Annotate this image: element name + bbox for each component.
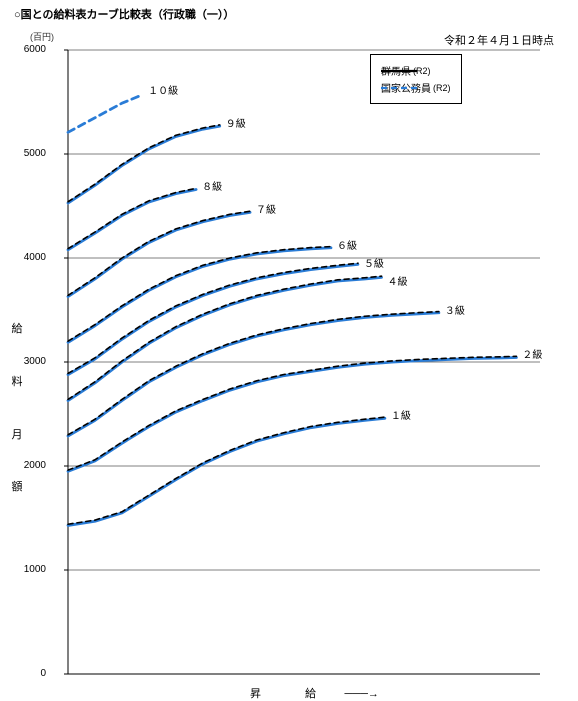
- series-label: ４級: [388, 273, 408, 288]
- series-label: １０級: [148, 82, 178, 97]
- y-tick-label: 0: [18, 668, 46, 679]
- chart-title: ○国との給料表カーブ比較表（行政職（一））: [14, 6, 234, 22]
- series-label: ２級: [522, 346, 542, 361]
- unit-label: (百円): [30, 30, 54, 43]
- series-label: ９級: [226, 115, 246, 130]
- y-tick-label: 5000: [18, 148, 46, 159]
- x-axis-arrow: ───→: [345, 688, 379, 700]
- y-tick-label: 4000: [18, 252, 46, 263]
- series-label: ６級: [337, 237, 357, 252]
- y-tick-label: 1000: [18, 564, 46, 575]
- y-tick-label: 6000: [18, 44, 46, 55]
- chart-area: [50, 44, 550, 680]
- series-label: ３級: [445, 302, 465, 317]
- y-tick-label: 3000: [18, 356, 46, 367]
- series-label: ８級: [202, 178, 222, 193]
- series-label: １級: [391, 407, 411, 422]
- y-axis-label: 給 料 月 額: [10, 316, 24, 501]
- series-label: ７級: [256, 201, 276, 216]
- series-label: ５級: [364, 255, 384, 270]
- y-tick-label: 2000: [18, 460, 46, 471]
